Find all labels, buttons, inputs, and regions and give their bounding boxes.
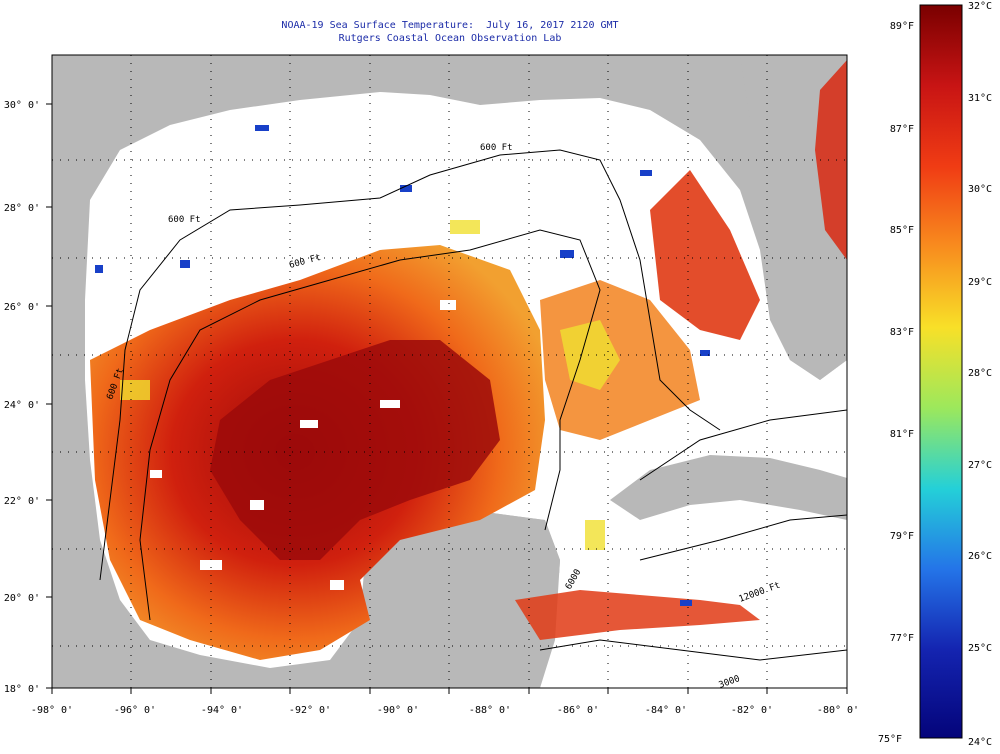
contour-label: 600 Ft — [168, 215, 201, 225]
sst-east-loop — [650, 170, 760, 340]
colorbar-f-label: 87°F — [890, 124, 914, 135]
sst-yellow-patch — [560, 320, 620, 390]
cool-patches — [120, 220, 605, 550]
lat-tick-label: 28° 0' — [4, 203, 40, 214]
contour-label: 600 Ft — [480, 143, 513, 153]
lat-tick-label: 22° 0' — [4, 496, 40, 507]
lon-tick-label: -84° 0' — [645, 705, 687, 716]
sst-florida-coast — [815, 60, 847, 260]
cloud-speckles — [150, 300, 456, 590]
lat-tick-label: 30° 0' — [4, 100, 40, 111]
colorbar-f-label: 81°F — [890, 429, 914, 440]
colorbar-bottom-c: 24°C — [968, 737, 992, 748]
map-title: NOAA-19 Sea Surface Temperature: July 16… — [281, 20, 619, 31]
lon-tick-label: -80° 0' — [817, 705, 859, 716]
colorbar-c-label: 28°C — [968, 368, 992, 379]
lon-tick-label: -98° 0' — [31, 705, 73, 716]
colorbar-f-label: 79°F — [890, 531, 914, 542]
lon-tick-label: -94° 0' — [201, 705, 243, 716]
colorbar-f-label: 89°F — [890, 21, 914, 32]
yucatan-peninsula — [360, 510, 560, 688]
colorbar-c-label: 26°C — [968, 551, 992, 562]
lat-tick-label: 20° 0' — [4, 593, 40, 604]
colorbar-gradient — [919, 4, 963, 739]
colorbar-c-label: 30°C — [968, 184, 992, 195]
sst-map: -98° 0' -96° 0' -94° 0' -92° 0' -90° 0' … — [4, 54, 859, 716]
colorbar-bottom-f: 75°F — [878, 734, 902, 745]
colorbar-f-label: 77°F — [890, 633, 914, 644]
frame-ticks — [46, 103, 848, 694]
colorbar-f-label: 85°F — [890, 225, 914, 236]
colorbar: 32°C 89°F 31°C 87°F 30°C 85°F 29°C 83°F … — [878, 1, 992, 748]
sst-caribbean — [515, 590, 760, 640]
cold-patches — [95, 125, 710, 606]
bathymetry-contours — [99, 149, 847, 661]
colorbar-c-label: 25°C — [968, 643, 992, 654]
sst-hot-core — [210, 340, 500, 560]
lat-tick-label: 24° 0' — [4, 400, 40, 411]
lat-tick-label: 26° 0' — [4, 302, 40, 313]
lon-tick-label: -92° 0' — [289, 705, 331, 716]
lon-tick-label: -88° 0' — [469, 705, 511, 716]
lon-tick-label: -82° 0' — [731, 705, 773, 716]
colorbar-c-label: 31°C — [968, 93, 992, 104]
lon-tick-label: -96° 0' — [114, 705, 156, 716]
lat-tick-label: 18° 0' — [4, 684, 40, 695]
cuba-island — [610, 455, 847, 520]
map-subtitle: Rutgers Coastal Ocean Observation Lab — [338, 33, 562, 44]
lon-tick-label: -90° 0' — [377, 705, 419, 716]
colorbar-c-label: 29°C — [968, 277, 992, 288]
colorbar-top-c: 32°C — [968, 1, 992, 12]
colorbar-f-label: 83°F — [890, 327, 914, 338]
lon-tick-label: -86° 0' — [557, 705, 599, 716]
colorbar-c-label: 27°C — [968, 460, 992, 471]
